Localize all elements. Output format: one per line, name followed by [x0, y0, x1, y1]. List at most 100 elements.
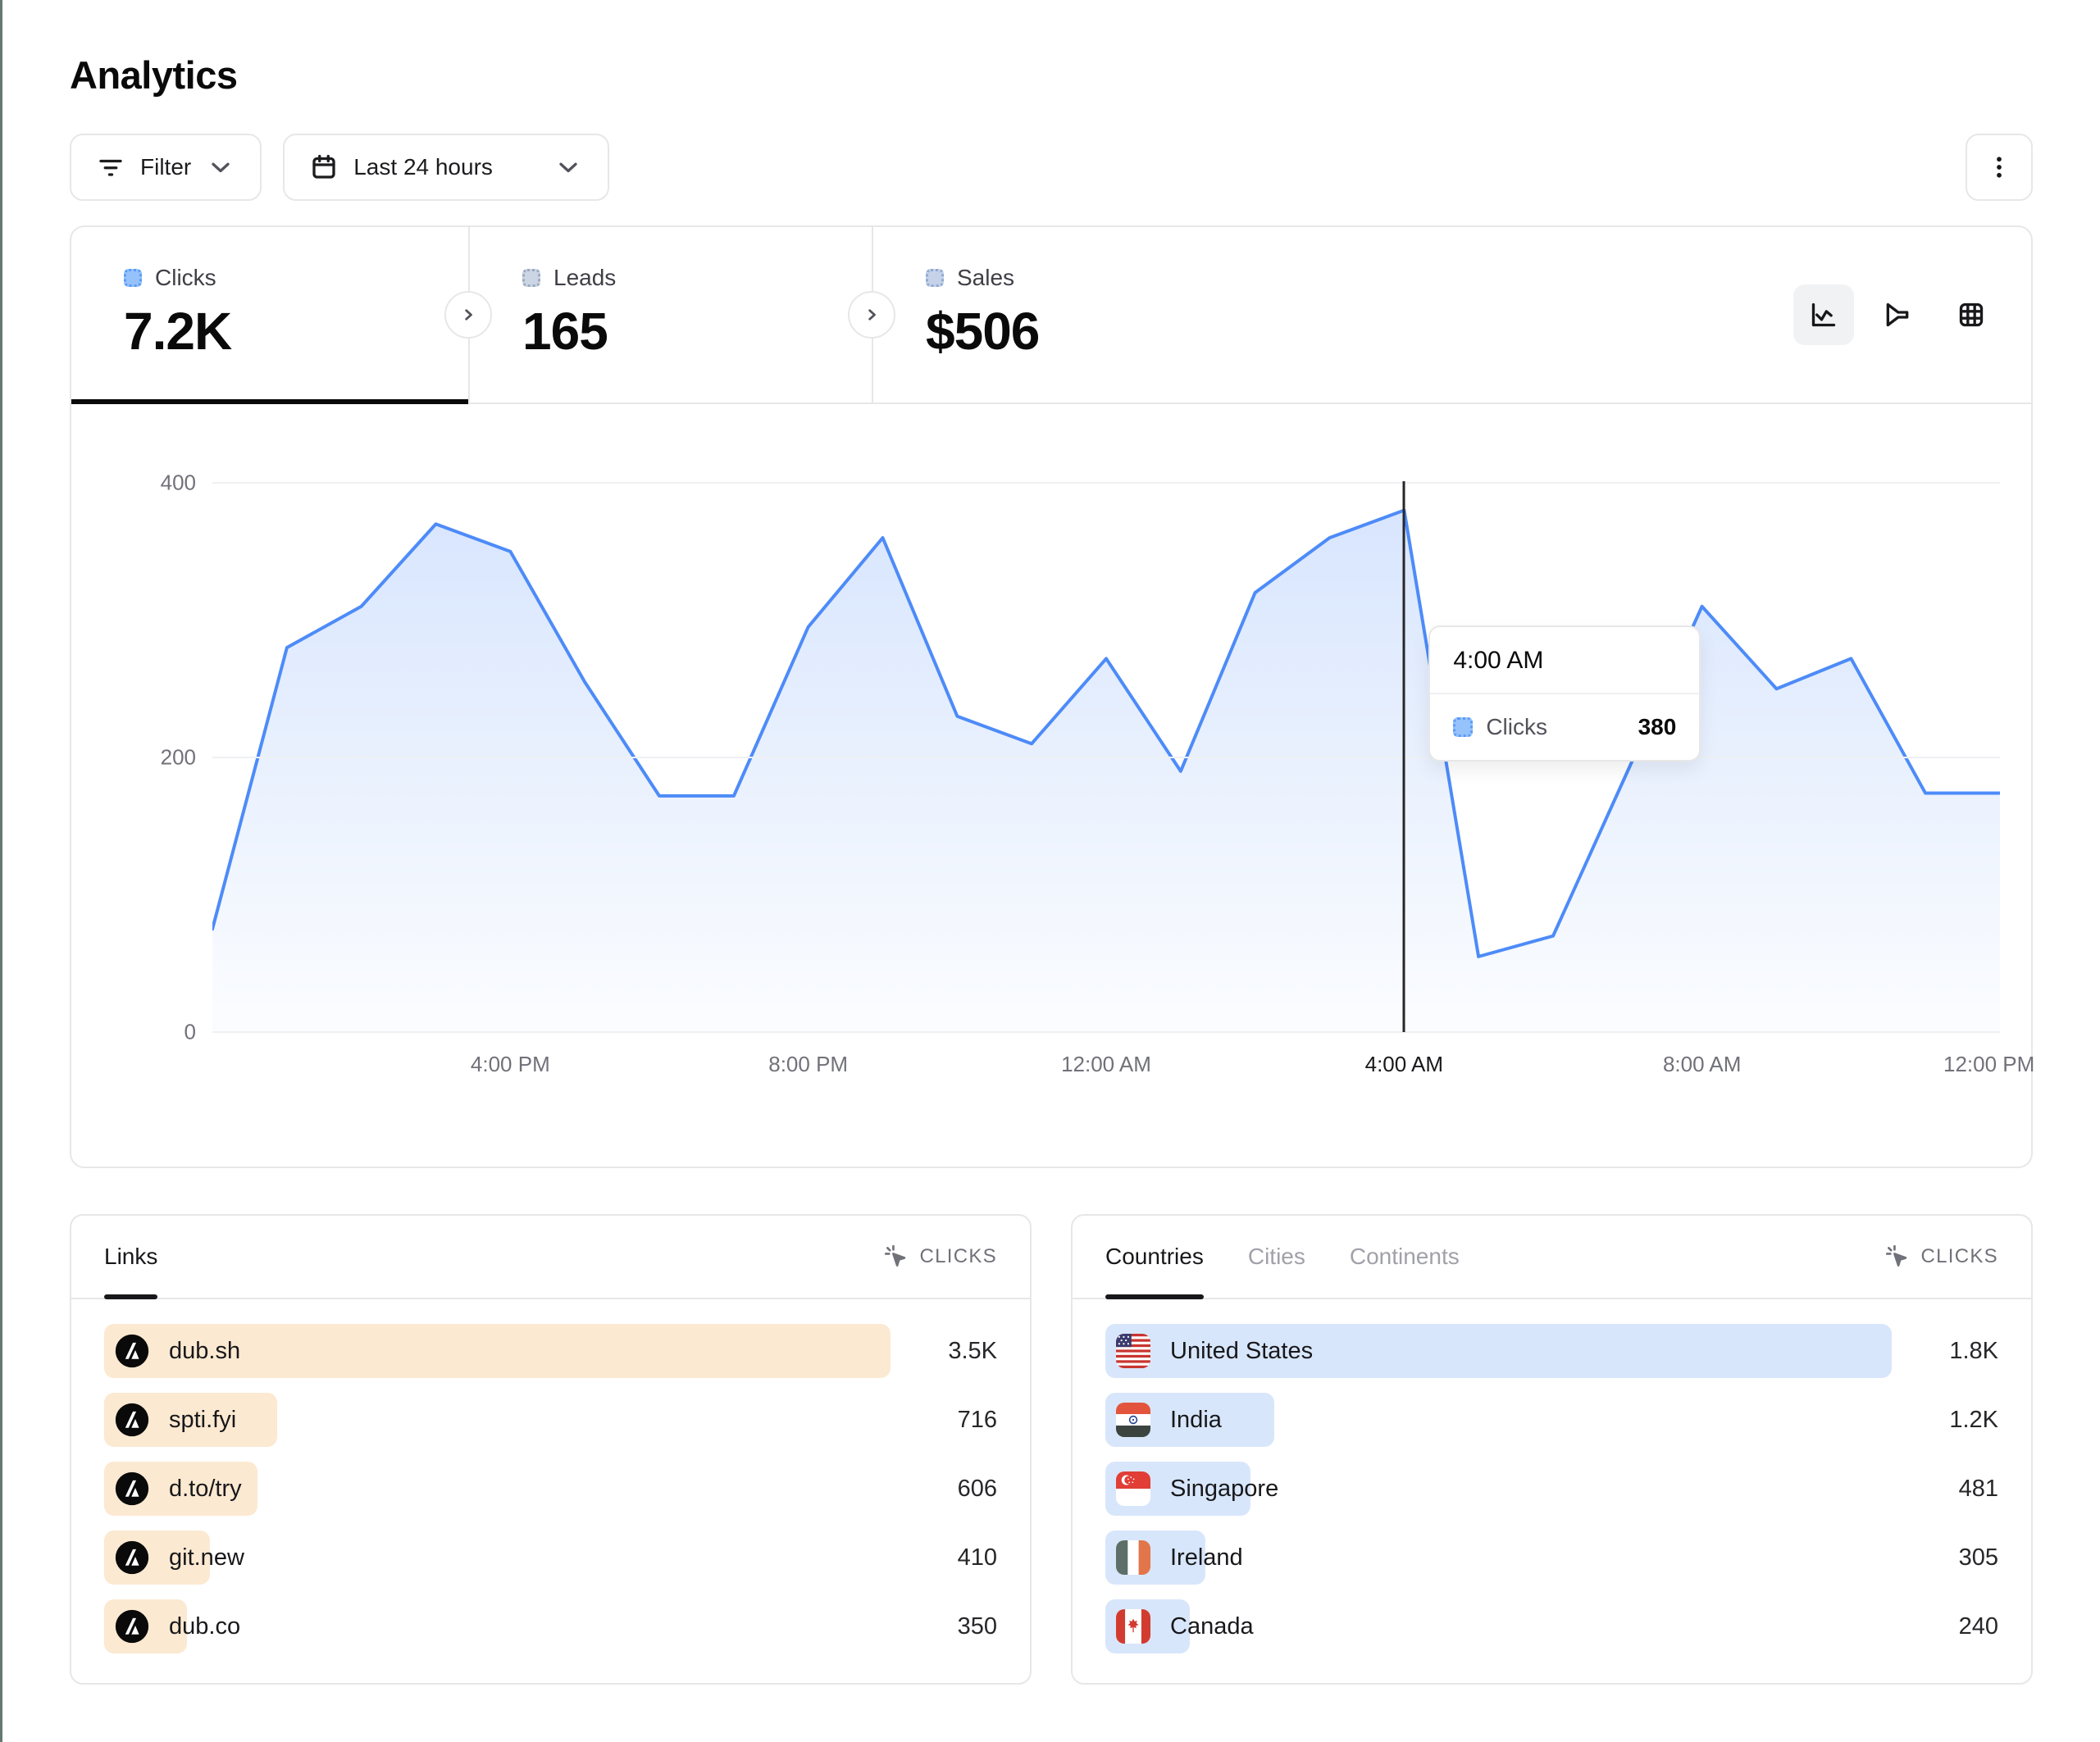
chart-crosshair: [1402, 481, 1405, 1032]
flag-ie-icon: [1116, 1540, 1150, 1575]
metric-selector[interactable]: CLICKS: [882, 1243, 998, 1271]
clicks-area-chart[interactable]: 4:00 AM Clicks 380 4:00 PM 8:00 PM 12:00 A…: [76, 471, 2035, 1077]
expand-leads-chevron-button[interactable]: [848, 291, 895, 339]
funnel-icon: [1886, 302, 1909, 327]
y-axis-label: 400: [160, 470, 196, 495]
chart-area: 4:00 AM Clicks 380 4:00 PM 8:00 PM 12:00 A…: [71, 471, 2035, 1167]
panel-tab[interactable]: Continents: [1349, 1244, 1460, 1269]
chart-line: [212, 511, 2000, 957]
link-label: d.to/try: [169, 1475, 242, 1502]
link-row[interactable]: git.new 410: [104, 1531, 997, 1585]
link-row[interactable]: spti.fyi 716: [104, 1393, 997, 1447]
funnel-view-button[interactable]: [1867, 284, 1928, 345]
value-bar: [1105, 1324, 1892, 1378]
flag-sg-icon: [1116, 1471, 1150, 1506]
panel-tab[interactable]: Cities: [1247, 1244, 1305, 1269]
country-label: Canada: [1170, 1612, 1254, 1640]
country-clicks-value: 240: [1958, 1612, 1998, 1640]
stat-value: 165: [522, 302, 608, 361]
stat-value: $506: [926, 302, 1040, 361]
country-row[interactable]: Ireland 305: [1105, 1531, 1998, 1585]
leads-legend-square-icon: [522, 269, 540, 287]
cursor-click-icon: [1884, 1243, 1911, 1271]
tab-clicks[interactable]: Clicks 7.2K: [71, 227, 468, 404]
country-label: Singapore: [1170, 1475, 1279, 1502]
sales-legend-square-icon: [926, 269, 944, 287]
country-label: United States: [1170, 1337, 1314, 1364]
tab-leads[interactable]: Leads 165: [468, 227, 872, 403]
stat-label: Sales: [957, 265, 1015, 290]
panel-tab[interactable]: Countries: [1105, 1216, 1204, 1299]
country-row[interactable]: United States 1.8K: [1105, 1324, 1998, 1378]
country-row[interactable]: Canada 240: [1105, 1599, 1998, 1653]
chart-area-fill: [212, 510, 2000, 1032]
stat-value: 7.2K: [124, 302, 232, 361]
tooltip-time: 4:00 AM: [1430, 627, 1700, 695]
link-row[interactable]: dub.co 350: [104, 1599, 997, 1653]
grid-table-icon: [1959, 302, 1984, 327]
chart-view-switcher: [1793, 284, 2002, 345]
country-row[interactable]: India 1.2K: [1105, 1393, 1998, 1447]
stat-label: Leads: [553, 265, 617, 290]
y-axis-label: 0: [184, 1019, 196, 1044]
countries-panel: Countries Cities Continents CLICKS: [1071, 1214, 2033, 1685]
calendar-icon: [309, 152, 339, 182]
dub-logo-icon: [115, 1334, 149, 1368]
country-clicks-value: 1.2K: [1949, 1406, 1998, 1433]
link-clicks-value: 350: [957, 1612, 997, 1640]
more-options-button[interactable]: [1966, 134, 2033, 201]
country-clicks-value: 1.8K: [1949, 1337, 1998, 1364]
chevron-down-icon: [553, 152, 583, 182]
x-axis-label: 12:00 AM: [1061, 1052, 1151, 1076]
x-axis-label: 4:00 PM: [470, 1052, 550, 1076]
link-clicks-value: 606: [957, 1475, 997, 1502]
chevron-down-icon: [206, 152, 235, 182]
countries-list: United States 1.8K India 1.2K Singapor: [1073, 1299, 2031, 1683]
link-label: git.new: [169, 1544, 244, 1571]
tooltip-series-label: Clicks: [1486, 714, 1547, 740]
link-row[interactable]: dub.sh 3.5K: [104, 1324, 997, 1378]
table-view-button[interactable]: [1941, 284, 2002, 345]
country-clicks-value: 305: [1958, 1544, 1998, 1571]
link-clicks-value: 410: [957, 1544, 997, 1571]
tab-sales[interactable]: Sales $506: [872, 227, 1275, 403]
filter-button[interactable]: Filter: [70, 134, 262, 201]
x-axis-label: 12:00 PM: [1943, 1052, 2035, 1076]
gridline-200: [212, 757, 2000, 758]
cursor-click-icon: [882, 1243, 910, 1271]
line-chart-view-button[interactable]: [1793, 284, 1854, 345]
link-clicks-value: 3.5K: [948, 1337, 997, 1364]
metric-label: CLICKS: [1920, 1245, 1998, 1267]
page-title: Analytics: [70, 53, 238, 97]
metric-selector[interactable]: CLICKS: [1884, 1243, 1999, 1271]
stat-label: Clicks: [155, 265, 216, 290]
stat-tabs: Clicks 7.2K Leads 165 Sales $506: [71, 227, 2031, 404]
tooltip-value: 380: [1638, 714, 1677, 740]
links-panel-tabs: Links: [104, 1216, 158, 1299]
country-label: India: [1170, 1406, 1222, 1433]
panel-tab[interactable]: Links: [104, 1216, 158, 1299]
dub-logo-icon: [115, 1403, 149, 1437]
date-range-label: Last 24 hours: [353, 154, 493, 180]
expand-clicks-chevron-button[interactable]: [444, 291, 492, 339]
filter-lines-icon: [96, 152, 125, 182]
link-label: spti.fyi: [169, 1406, 237, 1433]
country-row[interactable]: Singapore 481: [1105, 1462, 1998, 1516]
area-chart-svg: [212, 483, 2000, 1032]
dub-logo-icon: [115, 1540, 149, 1575]
analytics-card: Clicks 7.2K Leads 165 Sales $506: [70, 225, 2035, 1168]
link-row[interactable]: d.to/try 606: [104, 1462, 997, 1516]
gridline-400: [212, 482, 2000, 484]
link-label: dub.sh: [169, 1337, 241, 1364]
country-label: Ireland: [1170, 1544, 1243, 1571]
chart-tooltip: 4:00 AM Clicks 380: [1428, 625, 1701, 762]
x-axis-label: 8:00 PM: [768, 1052, 849, 1076]
date-range-button[interactable]: Last 24 hours: [283, 134, 610, 201]
links-list: dub.sh 3.5K spti.fyi 716 d.to/try: [71, 1299, 1030, 1683]
link-clicks-value: 716: [957, 1406, 997, 1433]
clicks-legend-square-icon: [124, 269, 142, 287]
chevron-right-icon: [868, 309, 876, 321]
line-chart-icon: [1811, 302, 1836, 327]
flag-us-icon: [1116, 1334, 1150, 1368]
clicks-legend-square-icon: [1453, 717, 1474, 738]
